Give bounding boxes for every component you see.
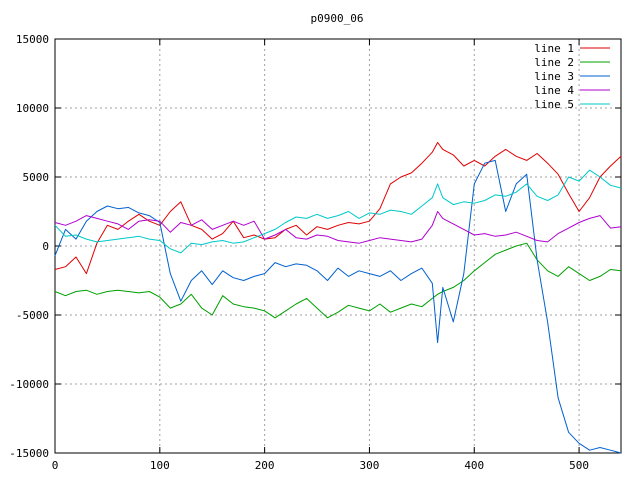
x-tick-label: 400 xyxy=(464,459,484,472)
series-line-2 xyxy=(54,242,622,319)
legend-label: line 4 xyxy=(534,84,574,97)
y-tick-label: 15000 xyxy=(16,33,49,46)
y-tick-label: -10000 xyxy=(9,378,49,391)
legend-label: line 5 xyxy=(534,98,574,111)
series-line-1 xyxy=(54,142,622,275)
x-tick-labels: 0 100 200 300 400 500 xyxy=(52,459,589,472)
x-tick-label: 500 xyxy=(569,459,589,472)
legend-label: line 3 xyxy=(534,70,574,83)
chart-title: p0900_06 xyxy=(311,12,364,25)
x-tick-label: 100 xyxy=(150,459,170,472)
legend-label: line 1 xyxy=(534,42,574,55)
x-tick-label: 300 xyxy=(360,459,380,472)
series-lines xyxy=(54,142,622,454)
y-tick-label: 5000 xyxy=(23,171,50,184)
y-tick-label: 0 xyxy=(42,240,49,253)
series-line-5 xyxy=(54,169,622,254)
y-tick-label: 10000 xyxy=(16,102,49,115)
tick-marks xyxy=(54,38,621,454)
y-tick-labels: -15000 -10000 -5000 0 5000 10000 15000 xyxy=(9,33,49,460)
series-line-4 xyxy=(54,211,622,244)
series-line-3 xyxy=(54,159,622,454)
y-tick-label: -5000 xyxy=(16,309,49,322)
x-tick-label: 200 xyxy=(255,459,275,472)
x-tick-label: 0 xyxy=(52,459,59,472)
legend-label: line 2 xyxy=(534,56,574,69)
y-tick-label: -15000 xyxy=(9,447,49,460)
